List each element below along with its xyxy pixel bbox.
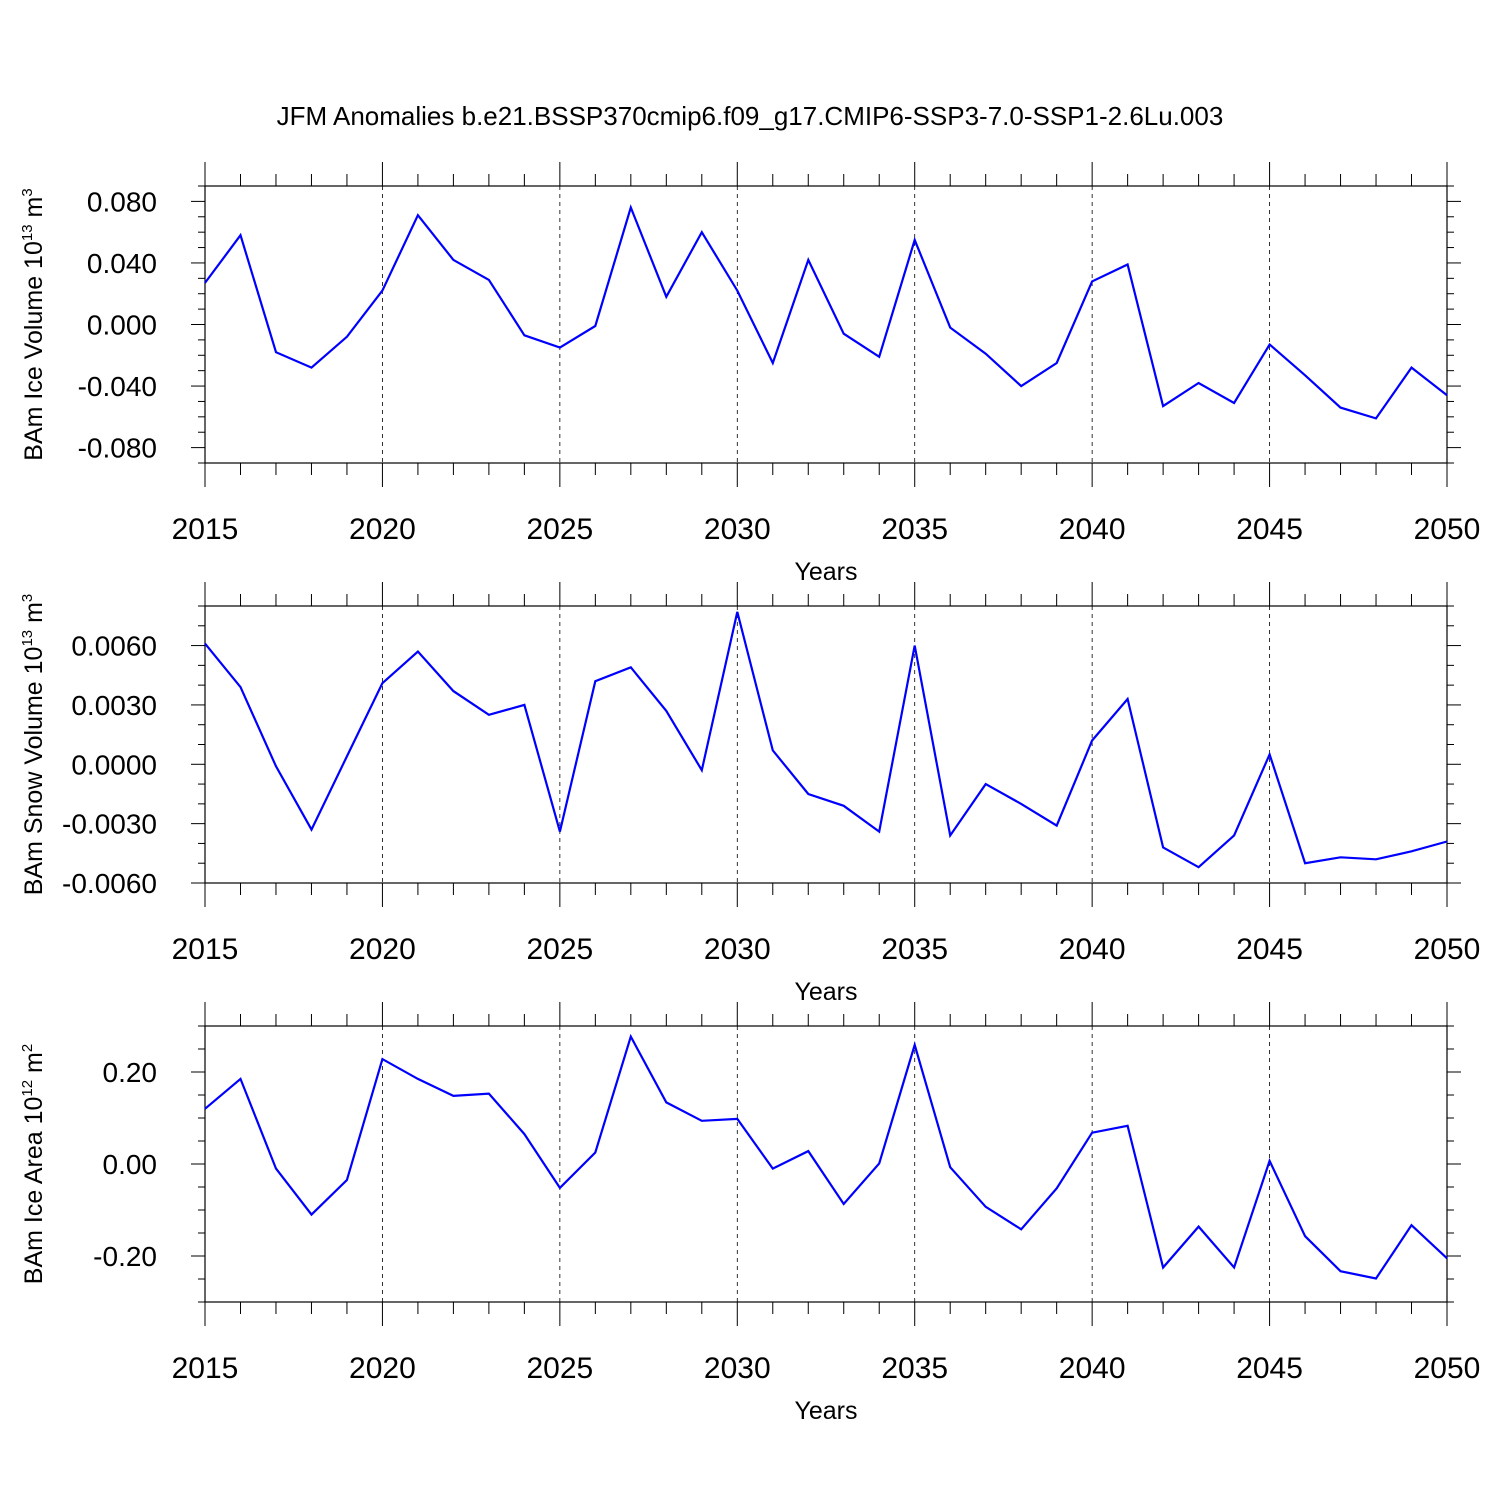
x-tick-label: 2045 xyxy=(1236,1352,1303,1385)
y-axis-label: BAm Ice Volume 1013 m3 xyxy=(19,188,48,460)
y-axis-label: BAm Ice Area 1012 m2 xyxy=(19,1044,48,1284)
x-tick-label: 2040 xyxy=(1059,933,1126,966)
x-tick-label: 2020 xyxy=(349,513,416,546)
chart-title: JFM Anomalies b.e21.BSSP370cmip6.f09_g17… xyxy=(277,101,1224,131)
y-tick-label: 0.000 xyxy=(87,310,157,341)
x-tick-label: 2050 xyxy=(1414,1352,1481,1385)
x-tick-label: 2040 xyxy=(1059,1352,1126,1385)
x-tick-label: 2030 xyxy=(704,513,771,546)
data-series-line xyxy=(204,1033,1448,1280)
x-tick-label: 2050 xyxy=(1414,513,1481,546)
x-tick-label: 2035 xyxy=(881,1352,948,1385)
plot-frame xyxy=(204,185,1448,464)
x-tick-label: 2015 xyxy=(172,933,239,966)
y-tick-label: -0.20 xyxy=(93,1241,157,1272)
x-axis-label: Years xyxy=(794,1397,857,1425)
plot-frame xyxy=(204,605,1448,884)
y-tick-label: 0.0030 xyxy=(71,690,157,721)
plot-frame xyxy=(204,1025,1448,1303)
y-tick-label: 0.0000 xyxy=(71,749,157,780)
y-tick-label: -0.0030 xyxy=(62,809,157,840)
x-tick-label: 2030 xyxy=(704,1352,771,1385)
x-tick-label: 2050 xyxy=(1414,933,1481,966)
x-tick-label: 2015 xyxy=(172,1352,239,1385)
x-tick-label: 2015 xyxy=(172,513,239,546)
x-tick-label: 2025 xyxy=(526,1352,593,1385)
x-tick-label: 2030 xyxy=(704,933,771,966)
y-axis-label: BAm Snow Volume 1013 m3 xyxy=(19,594,48,896)
x-tick-label: 2025 xyxy=(526,933,593,966)
y-tick-label: -0.0060 xyxy=(62,868,157,899)
x-tick-label: 2020 xyxy=(349,933,416,966)
y-tick-label: 0.20 xyxy=(103,1057,158,1088)
y-tick-label: 0.00 xyxy=(103,1149,158,1180)
x-tick-label: 2020 xyxy=(349,1352,416,1385)
y-tick-label: 0.040 xyxy=(87,248,157,279)
x-tick-label: 2035 xyxy=(881,513,948,546)
data-series-line xyxy=(204,204,1448,420)
x-axis-label: Years xyxy=(794,558,857,586)
ice-volume-panel: 2015 2020 2025 2030 2035 2040 2045 2050 Years 0.0… xyxy=(19,162,1480,586)
y-tick-label: 0.0060 xyxy=(71,631,157,662)
x-axis-label: Years xyxy=(794,978,857,1006)
x-tick-label: 2040 xyxy=(1059,513,1126,546)
data-series-line xyxy=(204,611,1448,869)
x-tick-label: 2035 xyxy=(881,933,948,966)
ice-area-panel: 2015 2020 2025 2030 2035 2040 2045 2050 Years 0.2… xyxy=(19,1002,1480,1425)
y-tick-label: -0.040 xyxy=(78,371,157,402)
y-tick-label: 0.080 xyxy=(87,186,157,217)
x-tick-label: 2025 xyxy=(526,513,593,546)
y-tick-label: -0.080 xyxy=(78,433,157,464)
snow-volume-panel: 2015 2020 2025 2030 2035 2040 2045 2050 Years 0.0… xyxy=(19,582,1480,1006)
x-tick-label: 2045 xyxy=(1236,513,1303,546)
x-tick-label: 2045 xyxy=(1236,933,1303,966)
